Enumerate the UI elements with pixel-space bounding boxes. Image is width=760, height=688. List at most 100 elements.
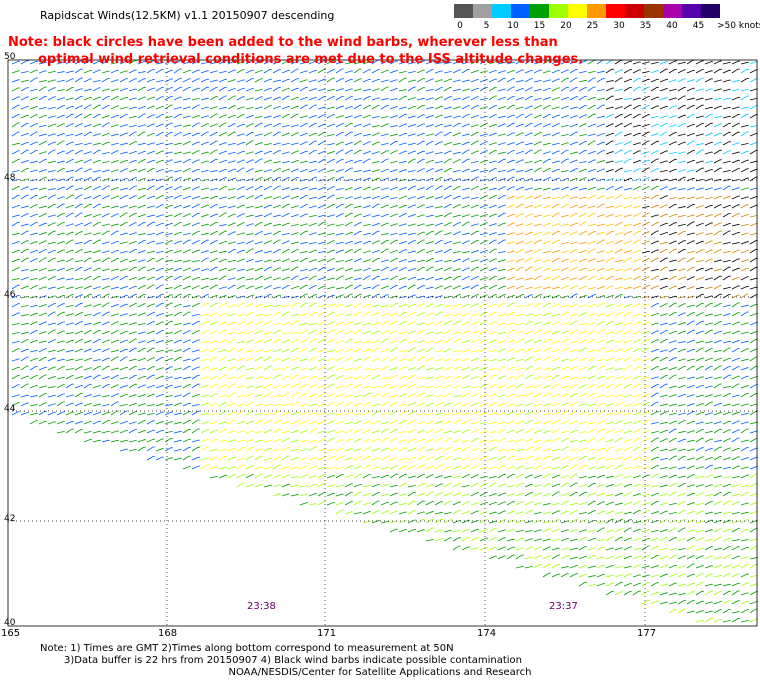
- wind-barb: [722, 79, 731, 83]
- wind-barb: [164, 214, 173, 218]
- wind-barb: [605, 114, 614, 119]
- wind-barb: [11, 195, 20, 200]
- wind-barb: [92, 203, 101, 209]
- wind-barb: [533, 475, 542, 479]
- wind-barb: [209, 376, 218, 380]
- wind-barb: [371, 483, 380, 488]
- wind-barb: [83, 186, 92, 191]
- wind-barb: [308, 115, 317, 119]
- wind-barb: [569, 402, 578, 407]
- wind-barb: [686, 430, 695, 434]
- wind-barb: [281, 384, 290, 389]
- wind-barb: [542, 385, 551, 389]
- wind-barb: [353, 322, 362, 326]
- wind-barb: [443, 87, 452, 92]
- wind-barb: [272, 239, 281, 245]
- wind-barb: [641, 331, 650, 335]
- wind-barb: [65, 105, 74, 110]
- wind-barb: [650, 582, 659, 587]
- wind-barb: [713, 68, 722, 74]
- wind-barb: [227, 277, 236, 281]
- wind-barb: [74, 348, 83, 353]
- wind-barb: [470, 520, 479, 524]
- wind-barb: [542, 259, 551, 263]
- wind-barb: [353, 348, 362, 353]
- wind-barb: [290, 142, 299, 146]
- wind-barb: [515, 141, 524, 146]
- wind-barb: [416, 356, 425, 362]
- wind-barb: [605, 321, 614, 326]
- wind-barb: [227, 411, 236, 416]
- wind-barb: [605, 421, 614, 425]
- wind-barb: [542, 347, 551, 353]
- wind-barb: [335, 357, 344, 362]
- wind-barb: [389, 106, 398, 110]
- wind-barb: [425, 347, 434, 353]
- wind-barb: [713, 349, 722, 353]
- wind-barb: [344, 204, 353, 209]
- wind-barb: [254, 169, 263, 173]
- wind-barb: [416, 312, 425, 317]
- wind-barb: [587, 77, 596, 83]
- wind-barb: [542, 158, 551, 164]
- wind-barb: [164, 366, 173, 371]
- wind-barb: [344, 268, 353, 272]
- wind-barb: [740, 375, 749, 380]
- wind-barb: [587, 392, 596, 398]
- wind-barb: [11, 131, 20, 137]
- wind-barb: [650, 384, 659, 389]
- wind-barb: [200, 250, 209, 254]
- wind-barb: [326, 484, 335, 488]
- wind-barb: [119, 114, 128, 119]
- wind-barb: [650, 431, 659, 434]
- wind-barb: [722, 223, 731, 227]
- wind-barb: [731, 179, 740, 182]
- wind-barb: [263, 150, 272, 155]
- wind-barb: [191, 204, 200, 209]
- wind-barb: [137, 367, 146, 371]
- wind-barb: [362, 411, 371, 416]
- wind-barb: [488, 204, 497, 209]
- wind-barb: [686, 563, 695, 569]
- wind-barb: [641, 258, 650, 263]
- wind-barb: [560, 142, 569, 146]
- wind-barb: [308, 267, 317, 272]
- wind-barb: [461, 349, 470, 353]
- wind-barb: [101, 376, 110, 380]
- wind-barb: [632, 383, 641, 389]
- wind-barb: [425, 385, 434, 389]
- wind-barb: [488, 493, 497, 497]
- wind-barb: [623, 546, 632, 551]
- wind-barb: [326, 159, 335, 164]
- wind-barb: [344, 62, 353, 65]
- wind-barb: [209, 106, 218, 110]
- wind-barb: [515, 404, 524, 407]
- wind-barb: [182, 276, 191, 281]
- wind-barb: [434, 402, 443, 407]
- wind-barb: [569, 538, 578, 542]
- wind-barb: [713, 421, 722, 425]
- wind-barb: [551, 97, 560, 101]
- wind-barb: [227, 205, 236, 209]
- wind-barb: [488, 431, 497, 434]
- wind-barb: [515, 151, 524, 155]
- wind-barb: [299, 61, 308, 65]
- wind-barb: [650, 257, 659, 263]
- wind-barb: [596, 546, 605, 551]
- wind-barb: [47, 70, 56, 74]
- wind-barb: [623, 511, 632, 515]
- wind-barb: [173, 177, 182, 182]
- wind-barb: [119, 168, 128, 173]
- wind-barb: [470, 197, 479, 200]
- wind-barb: [677, 312, 686, 317]
- wind-barb: [191, 404, 200, 407]
- wind-barb: [326, 412, 335, 416]
- wind-barb: [416, 60, 425, 65]
- wind-barb: [281, 357, 290, 362]
- wind-barb: [137, 266, 146, 272]
- wind-barb: [353, 78, 362, 83]
- wind-barb: [218, 394, 227, 398]
- wind-barb: [20, 305, 29, 308]
- wind-barb: [389, 239, 398, 245]
- wind-barb: [686, 573, 695, 578]
